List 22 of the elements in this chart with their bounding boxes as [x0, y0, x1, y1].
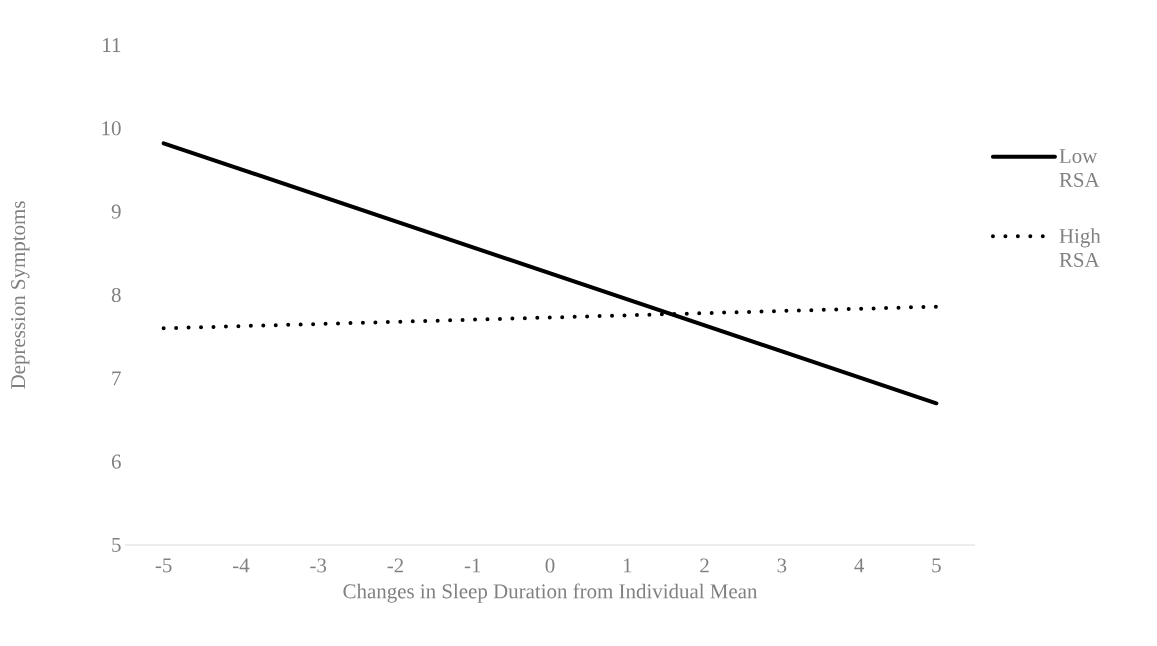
x-tick-label: -5 — [155, 558, 172, 573]
x-tick-label: 3 — [777, 558, 787, 573]
y-tick-label: 6 — [111, 454, 121, 469]
x-tick-label: 5 — [932, 558, 941, 573]
x-tick-label: 4 — [854, 558, 865, 573]
y-axis-title: Depression Symptoms — [11, 201, 30, 389]
x-axis-title: Changes in Sleep Duration from Individual Mean — [343, 583, 758, 603]
y-tick-label: 9 — [111, 204, 121, 219]
y-tick-label: 5 — [112, 538, 121, 552]
x-tick-label: -4 — [232, 558, 250, 573]
legend-label: Low RSA — [1059, 149, 1100, 187]
x-tick-label: 0 — [545, 558, 555, 573]
legend-label: High RSA — [1059, 228, 1101, 267]
y-tick-label: 11 — [103, 38, 121, 52]
x-tick-label: -1 — [464, 558, 481, 573]
x-tick-label: -3 — [310, 558, 327, 573]
x-tick-label: 1 — [623, 558, 632, 573]
y-tick-label: 10 — [102, 121, 121, 136]
y-tick-label: 8 — [111, 287, 121, 303]
x-tick-label: 2 — [700, 558, 709, 573]
y-tick-label: 7 — [112, 371, 121, 386]
x-tick-label: -2 — [387, 558, 404, 573]
